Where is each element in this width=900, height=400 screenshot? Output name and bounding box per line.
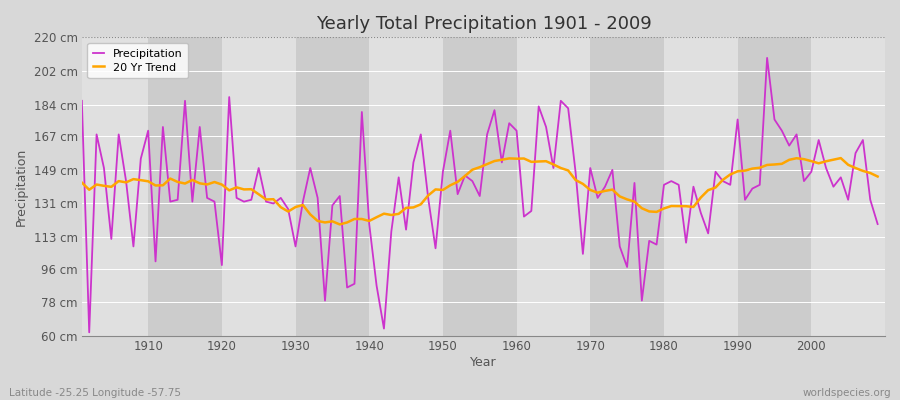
20 Yr Trend [334,222,345,227]
Bar [738,37,811,336]
Bar [811,37,885,336]
20 Yr Trend [349,216,360,221]
Precipitation [76,98,87,103]
Precipitation [349,281,360,286]
Line: Precipitation: Precipitation [82,58,878,332]
Precipitation [872,222,883,226]
Bar [221,37,295,336]
Precipitation [511,128,522,133]
Y-axis label: Precipitation: Precipitation [15,148,28,226]
20 Yr Trend [298,202,309,207]
20 Yr Trend [518,156,529,161]
Bar [82,37,148,336]
Precipitation [143,128,154,133]
Bar [443,37,517,336]
Bar [590,37,664,336]
Line: 20 Yr Trend: 20 Yr Trend [82,158,878,224]
20 Yr Trend [511,156,522,161]
Precipitation [518,214,529,219]
Precipitation [84,330,94,335]
Bar [517,37,590,336]
20 Yr Trend [607,187,617,192]
Bar [664,37,738,336]
20 Yr Trend [76,180,87,185]
Bar [295,37,369,336]
Text: Latitude -25.25 Longitude -57.75: Latitude -25.25 Longitude -57.75 [9,388,181,398]
Bar [369,37,443,336]
X-axis label: Year: Year [470,356,497,369]
Legend: Precipitation, 20 Yr Trend: Precipitation, 20 Yr Trend [87,43,188,78]
Precipitation [761,56,772,60]
Title: Yearly Total Precipitation 1901 - 2009: Yearly Total Precipitation 1901 - 2009 [316,15,652,33]
Text: worldspecies.org: worldspecies.org [803,388,891,398]
20 Yr Trend [872,174,883,179]
Bar [148,37,221,336]
20 Yr Trend [835,156,846,160]
Precipitation [305,166,316,170]
Precipitation [607,168,617,172]
20 Yr Trend [135,178,146,182]
